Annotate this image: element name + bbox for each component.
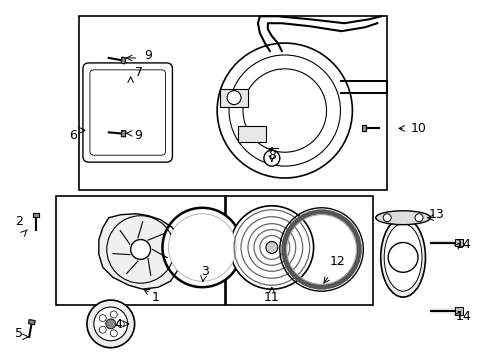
Polygon shape [28, 320, 35, 325]
Polygon shape [33, 213, 39, 217]
Circle shape [383, 214, 391, 222]
Circle shape [117, 320, 124, 327]
Text: 9: 9 [145, 49, 152, 63]
Circle shape [230, 206, 314, 289]
Text: 14: 14 [456, 238, 472, 251]
Circle shape [163, 208, 242, 287]
Ellipse shape [381, 218, 425, 297]
Bar [220, 89, 248, 107]
Text: 10: 10 [411, 122, 427, 135]
Text: 11: 11 [264, 291, 280, 303]
Circle shape [217, 43, 352, 178]
Circle shape [243, 69, 326, 152]
Text: 5: 5 [15, 327, 24, 340]
Circle shape [169, 214, 236, 281]
Circle shape [229, 55, 341, 166]
Bar [455, 239, 463, 247]
Circle shape [131, 239, 150, 260]
Circle shape [388, 243, 418, 272]
Text: 3: 3 [201, 265, 209, 278]
Text: 4: 4 [115, 318, 122, 331]
Polygon shape [121, 57, 126, 64]
Bar [56, 196, 225, 305]
Ellipse shape [384, 224, 422, 291]
Circle shape [415, 214, 423, 222]
Ellipse shape [376, 211, 430, 225]
Circle shape [266, 242, 278, 253]
Circle shape [227, 91, 241, 105]
Polygon shape [362, 125, 367, 131]
Circle shape [99, 326, 106, 333]
Polygon shape [99, 214, 182, 289]
Text: 8: 8 [268, 149, 276, 162]
Text: 6: 6 [69, 129, 77, 142]
Text: 7: 7 [135, 66, 143, 79]
Circle shape [110, 311, 117, 318]
Text: 12: 12 [330, 255, 345, 268]
Bar [79, 16, 387, 190]
Circle shape [94, 307, 128, 341]
Bar [455, 307, 463, 315]
Bar [226, 196, 373, 305]
Text: 14: 14 [456, 310, 472, 323]
Circle shape [110, 330, 117, 337]
Polygon shape [122, 131, 126, 137]
Text: 9: 9 [135, 129, 143, 142]
FancyBboxPatch shape [83, 63, 172, 162]
Circle shape [99, 315, 106, 321]
Circle shape [106, 319, 116, 329]
Circle shape [264, 150, 280, 166]
Text: 1: 1 [151, 291, 159, 303]
FancyBboxPatch shape [90, 70, 166, 155]
Bar [238, 126, 266, 142]
Circle shape [87, 300, 135, 348]
Text: 2: 2 [15, 215, 23, 228]
Text: 13: 13 [429, 208, 445, 221]
